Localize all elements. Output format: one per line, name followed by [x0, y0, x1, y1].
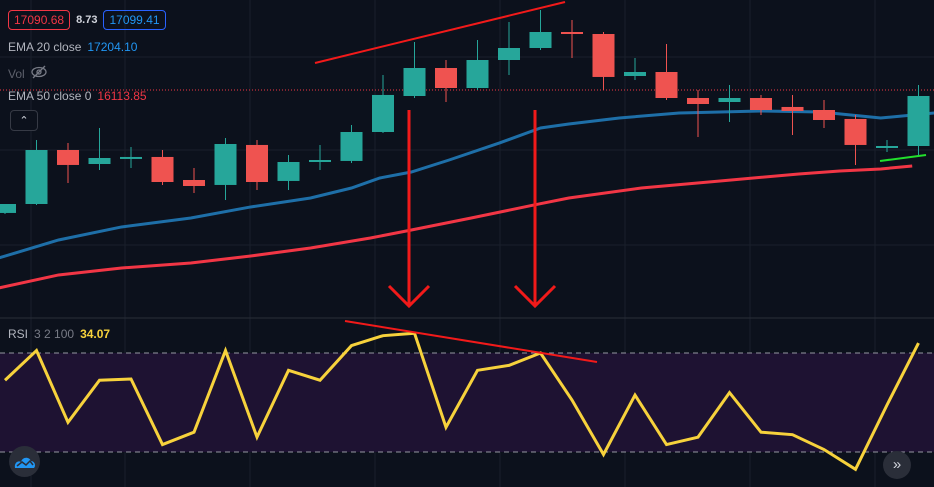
ask-price-button[interactable]: 17099.41 — [103, 10, 166, 30]
ema20-legend[interactable]: EMA 20 close 17204.10 — [8, 40, 137, 54]
ema50-line — [0, 164, 913, 290]
spread-value: 8.73 — [76, 14, 98, 26]
bid-price-button[interactable]: 17090.68 — [8, 10, 71, 30]
ema50-value: 16113.85 — [97, 89, 147, 103]
ema50-legend[interactable]: EMA 50 close 0 16113.85 — [8, 89, 147, 103]
rsi-params: 3 2 100 — [34, 327, 75, 341]
green-trendline — [879, 154, 927, 162]
vol-legend[interactable]: Vol — [8, 65, 47, 82]
arrow-head — [387, 284, 431, 309]
candle-up — [624, 72, 646, 76]
rsi-band — [0, 353, 934, 452]
ema20-value: 17204.10 — [87, 40, 138, 54]
candle-down — [687, 98, 709, 104]
candle-up — [277, 162, 300, 181]
candle-up — [466, 60, 489, 88]
scroll-to-realtime-button[interactable]: » — [883, 451, 911, 479]
candle-up — [876, 146, 898, 148]
candle-down — [246, 144, 268, 182]
candle-down — [750, 98, 772, 110]
candle-up — [0, 204, 16, 213]
rsi-line — [3, 331, 920, 472]
candle-down — [813, 110, 835, 120]
price-trendline — [314, 1, 566, 64]
candle-up — [25, 150, 48, 204]
rsi-trendline — [344, 320, 598, 363]
eye-hidden-icon[interactable] — [31, 65, 47, 82]
price-legend: 17090.68 8.73 17099.41 — [8, 10, 166, 30]
candle-up — [88, 158, 111, 164]
candle-up — [907, 96, 930, 146]
candle-down — [561, 32, 583, 34]
double-chevron-right-icon: » — [892, 456, 902, 473]
rsi-value: 34.07 — [80, 327, 111, 341]
candle-up — [529, 32, 552, 48]
ema20-line — [0, 109, 934, 260]
candle-up — [372, 94, 394, 132]
candle-up — [214, 144, 237, 185]
candle-down — [655, 72, 678, 98]
chevron-up-icon: ⌃ — [19, 115, 29, 127]
rsi-label: RSI — [8, 327, 29, 341]
candle-down — [592, 34, 615, 77]
candle-up — [403, 68, 426, 96]
candle-down — [57, 150, 79, 165]
rsi-legend[interactable]: RSI 3 2 100 34.07 — [8, 327, 110, 341]
candle-down — [781, 106, 804, 111]
vol-label: Vol — [8, 66, 25, 81]
ema50-label: EMA 50 close 0 — [8, 89, 92, 103]
candle-up — [340, 132, 363, 161]
candle-down — [151, 156, 174, 182]
candle-down — [183, 180, 205, 186]
tradingview-logo[interactable] — [9, 446, 40, 477]
candle-up — [120, 156, 142, 159]
candle-down — [844, 118, 867, 145]
collapse-legend-button[interactable]: ⌃ — [10, 110, 38, 131]
candle-up — [718, 98, 741, 102]
candle-up — [309, 160, 331, 162]
arrow-head — [513, 284, 557, 309]
candle-down — [435, 68, 457, 88]
candle-up — [498, 48, 520, 60]
ema20-label: EMA 20 close — [8, 40, 82, 54]
